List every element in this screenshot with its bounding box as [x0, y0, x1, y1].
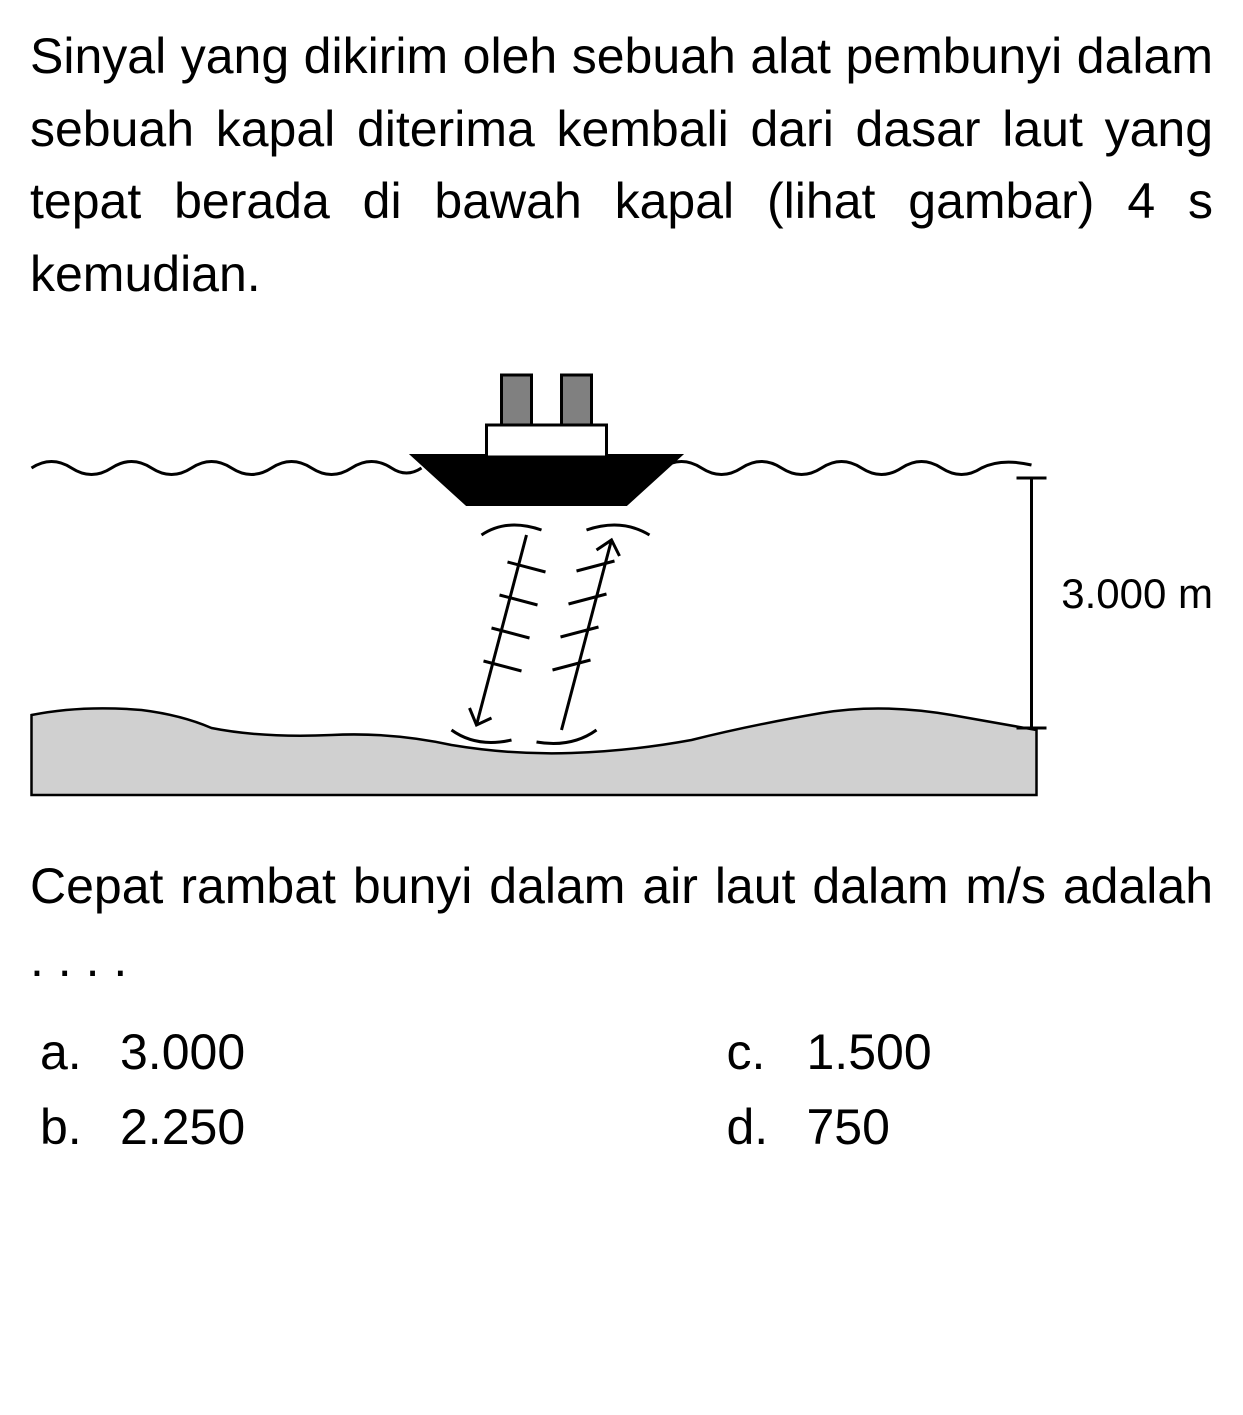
option-a: a. 3.000	[40, 1015, 527, 1090]
ship-funnel-right	[562, 375, 592, 425]
option-c-label: c.	[727, 1015, 807, 1090]
option-d: d. 750	[727, 1090, 1214, 1165]
option-a-label: a.	[40, 1015, 120, 1090]
sonar-diagram: 3.000 m	[30, 350, 1213, 800]
ship-deck	[487, 425, 607, 457]
sonar-arc-bottom-left	[452, 730, 512, 742]
question-text: Sinyal yang dikirim oleh sebuah alat pem…	[30, 20, 1213, 310]
sonar-arc-top-right	[587, 525, 650, 535]
prompt-text: Cepat rambat bunyi dalam air laut dalam …	[30, 850, 1213, 995]
seabed	[32, 708, 1037, 795]
depth-label: 3.000 m	[1061, 570, 1213, 618]
option-b-label: b.	[40, 1090, 120, 1165]
sonar-arc-bottom-right	[537, 730, 597, 744]
diagram-svg	[30, 350, 1213, 800]
ship-funnel-left	[502, 375, 532, 425]
sonar-down-arrow	[470, 535, 546, 725]
answer-options: a. 3.000 c. 1.500 b. 2.250 d. 750	[30, 1015, 1213, 1165]
option-d-label: d.	[727, 1090, 807, 1165]
ship-hull	[412, 455, 682, 505]
water-surface-right	[662, 462, 1032, 475]
sonar-arc-top-left	[482, 525, 542, 535]
depth-measure-bar	[1017, 478, 1047, 728]
option-c-value: 1.500	[807, 1015, 932, 1090]
sonar-up-arrow	[553, 540, 620, 730]
option-a-value: 3.000	[120, 1015, 245, 1090]
option-d-value: 750	[807, 1090, 890, 1165]
water-surface-left	[32, 462, 422, 475]
option-c: c. 1.500	[727, 1015, 1214, 1090]
option-b-value: 2.250	[120, 1090, 245, 1165]
option-b: b. 2.250	[40, 1090, 527, 1165]
